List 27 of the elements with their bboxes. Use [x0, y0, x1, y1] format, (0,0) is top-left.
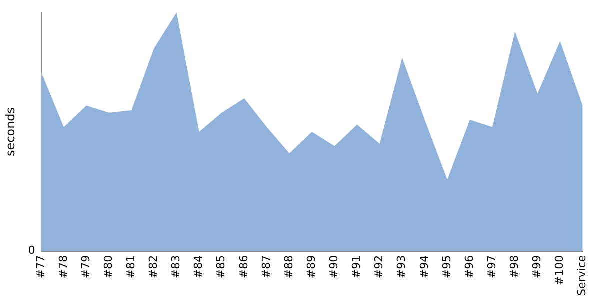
- x-tick-label: #97: [485, 255, 498, 279]
- x-tick-label: #94: [418, 255, 431, 279]
- x-tick-label: #95: [440, 255, 454, 279]
- x-tick-label: #85: [214, 255, 228, 279]
- x-tick-label: #88: [282, 255, 296, 279]
- x-tick-label: #100: [553, 255, 566, 286]
- x-tick-label: #87: [260, 255, 273, 279]
- x-tick-label: #80: [102, 255, 115, 279]
- x-tick-label: #93: [395, 255, 408, 279]
- x-tick-label: #84: [192, 255, 206, 279]
- x-tick-label: #90: [328, 255, 341, 279]
- x-tick-label: #96: [462, 255, 476, 279]
- x-tick-label: #82: [147, 255, 160, 279]
- x-tick-label: #98: [508, 255, 521, 279]
- x-tick-label: #91: [350, 255, 364, 279]
- x-tick-label: #89: [304, 255, 318, 279]
- x-tick-label: #83: [170, 255, 183, 279]
- x-tick-label: #79: [79, 255, 92, 279]
- text: 0: [28, 244, 36, 258]
- x-tick-label: #92: [372, 255, 386, 279]
- x-tick-label: Service: [576, 255, 589, 296]
- x-tick-label: #81: [124, 255, 138, 279]
- x-tick-label: #77: [34, 255, 48, 279]
- x-tick-label: #78: [56, 255, 70, 279]
- x-tick-label: #86: [237, 255, 250, 279]
- y-axis-title: seconds: [3, 107, 18, 157]
- x-tick-label: #99: [530, 255, 544, 279]
